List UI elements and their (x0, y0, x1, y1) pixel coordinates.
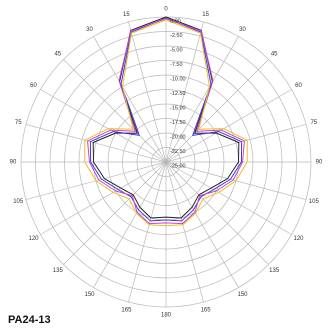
pattern-line (87, 18, 245, 225)
radial-tick-label: -20.00 (170, 134, 186, 140)
angle-tick-label: 120 (28, 236, 39, 242)
angle-tick-label: 135 (53, 268, 64, 274)
radial-tick-label: -2.50 (170, 33, 183, 39)
grid-spoke (165, 161, 239, 288)
radial-tick-label: -15.00 (170, 105, 186, 111)
angle-tick-label: 75 (310, 120, 317, 126)
grid-spoke (165, 89, 292, 163)
angle-tick-label: 165 (201, 307, 212, 313)
angle-tick-label: 15 (202, 12, 209, 18)
grid-spoke (40, 89, 167, 163)
radial-tick-label: -22.50 (170, 149, 186, 155)
grid-spoke (93, 36, 167, 163)
angle-tick-label: 0 (164, 7, 168, 13)
radial-tick-label: -17.50 (170, 120, 186, 126)
angle-tick-label: 150 (84, 292, 95, 298)
angle-tick-label: 60 (295, 83, 302, 89)
grid-spoke (165, 161, 269, 265)
grid-spoke (165, 124, 307, 163)
angle-tick-label: 90 (10, 160, 17, 166)
angle-tick-label: 135 (269, 268, 280, 274)
radial-tick-label: -12.50 (170, 91, 186, 97)
angle-tick-label: 105 (309, 199, 320, 205)
grid-spoke (165, 21, 204, 163)
grid-spoke (128, 21, 167, 163)
grid-spoke (25, 124, 167, 163)
grid-spoke (40, 161, 167, 235)
grid-spoke (165, 59, 269, 163)
angle-tick-label: 15 (123, 12, 130, 18)
radial-tick-label: -5.00 (170, 47, 183, 53)
angle-tick-label: 180 (161, 313, 172, 319)
angle-tick-label: 45 (54, 51, 61, 57)
angle-tick-label: 120 (293, 236, 304, 242)
radial-tick-label: 0.00 (170, 18, 181, 24)
grid-spoke (93, 161, 167, 288)
angle-tick-label: 30 (86, 27, 93, 33)
radial-tick-label: -10.00 (170, 76, 186, 82)
grid-spoke (165, 161, 204, 303)
pattern-line (92, 16, 240, 219)
pattern-line (84, 19, 248, 227)
angle-tick-label: 60 (30, 83, 37, 89)
grid-spoke (63, 59, 167, 163)
angle-tick-label: 105 (13, 199, 24, 205)
angle-tick-label: 45 (271, 51, 278, 57)
angle-tick-label: 150 (237, 292, 248, 298)
pattern-line (89, 17, 243, 222)
grid-spoke (165, 36, 239, 163)
grid-spoke (165, 161, 292, 235)
radial-tick-label: -25.00 (170, 163, 186, 169)
radial-tick-label: -7.50 (170, 62, 183, 68)
angle-tick-label: 90 (316, 160, 323, 166)
angle-tick-label: 30 (239, 27, 246, 33)
grid-spoke (63, 161, 167, 265)
angle-tick-label: 75 (15, 120, 22, 126)
grid-spoke (128, 161, 167, 303)
chart-title: PA24-13 (8, 314, 51, 326)
angle-tick-label: 165 (121, 307, 132, 313)
